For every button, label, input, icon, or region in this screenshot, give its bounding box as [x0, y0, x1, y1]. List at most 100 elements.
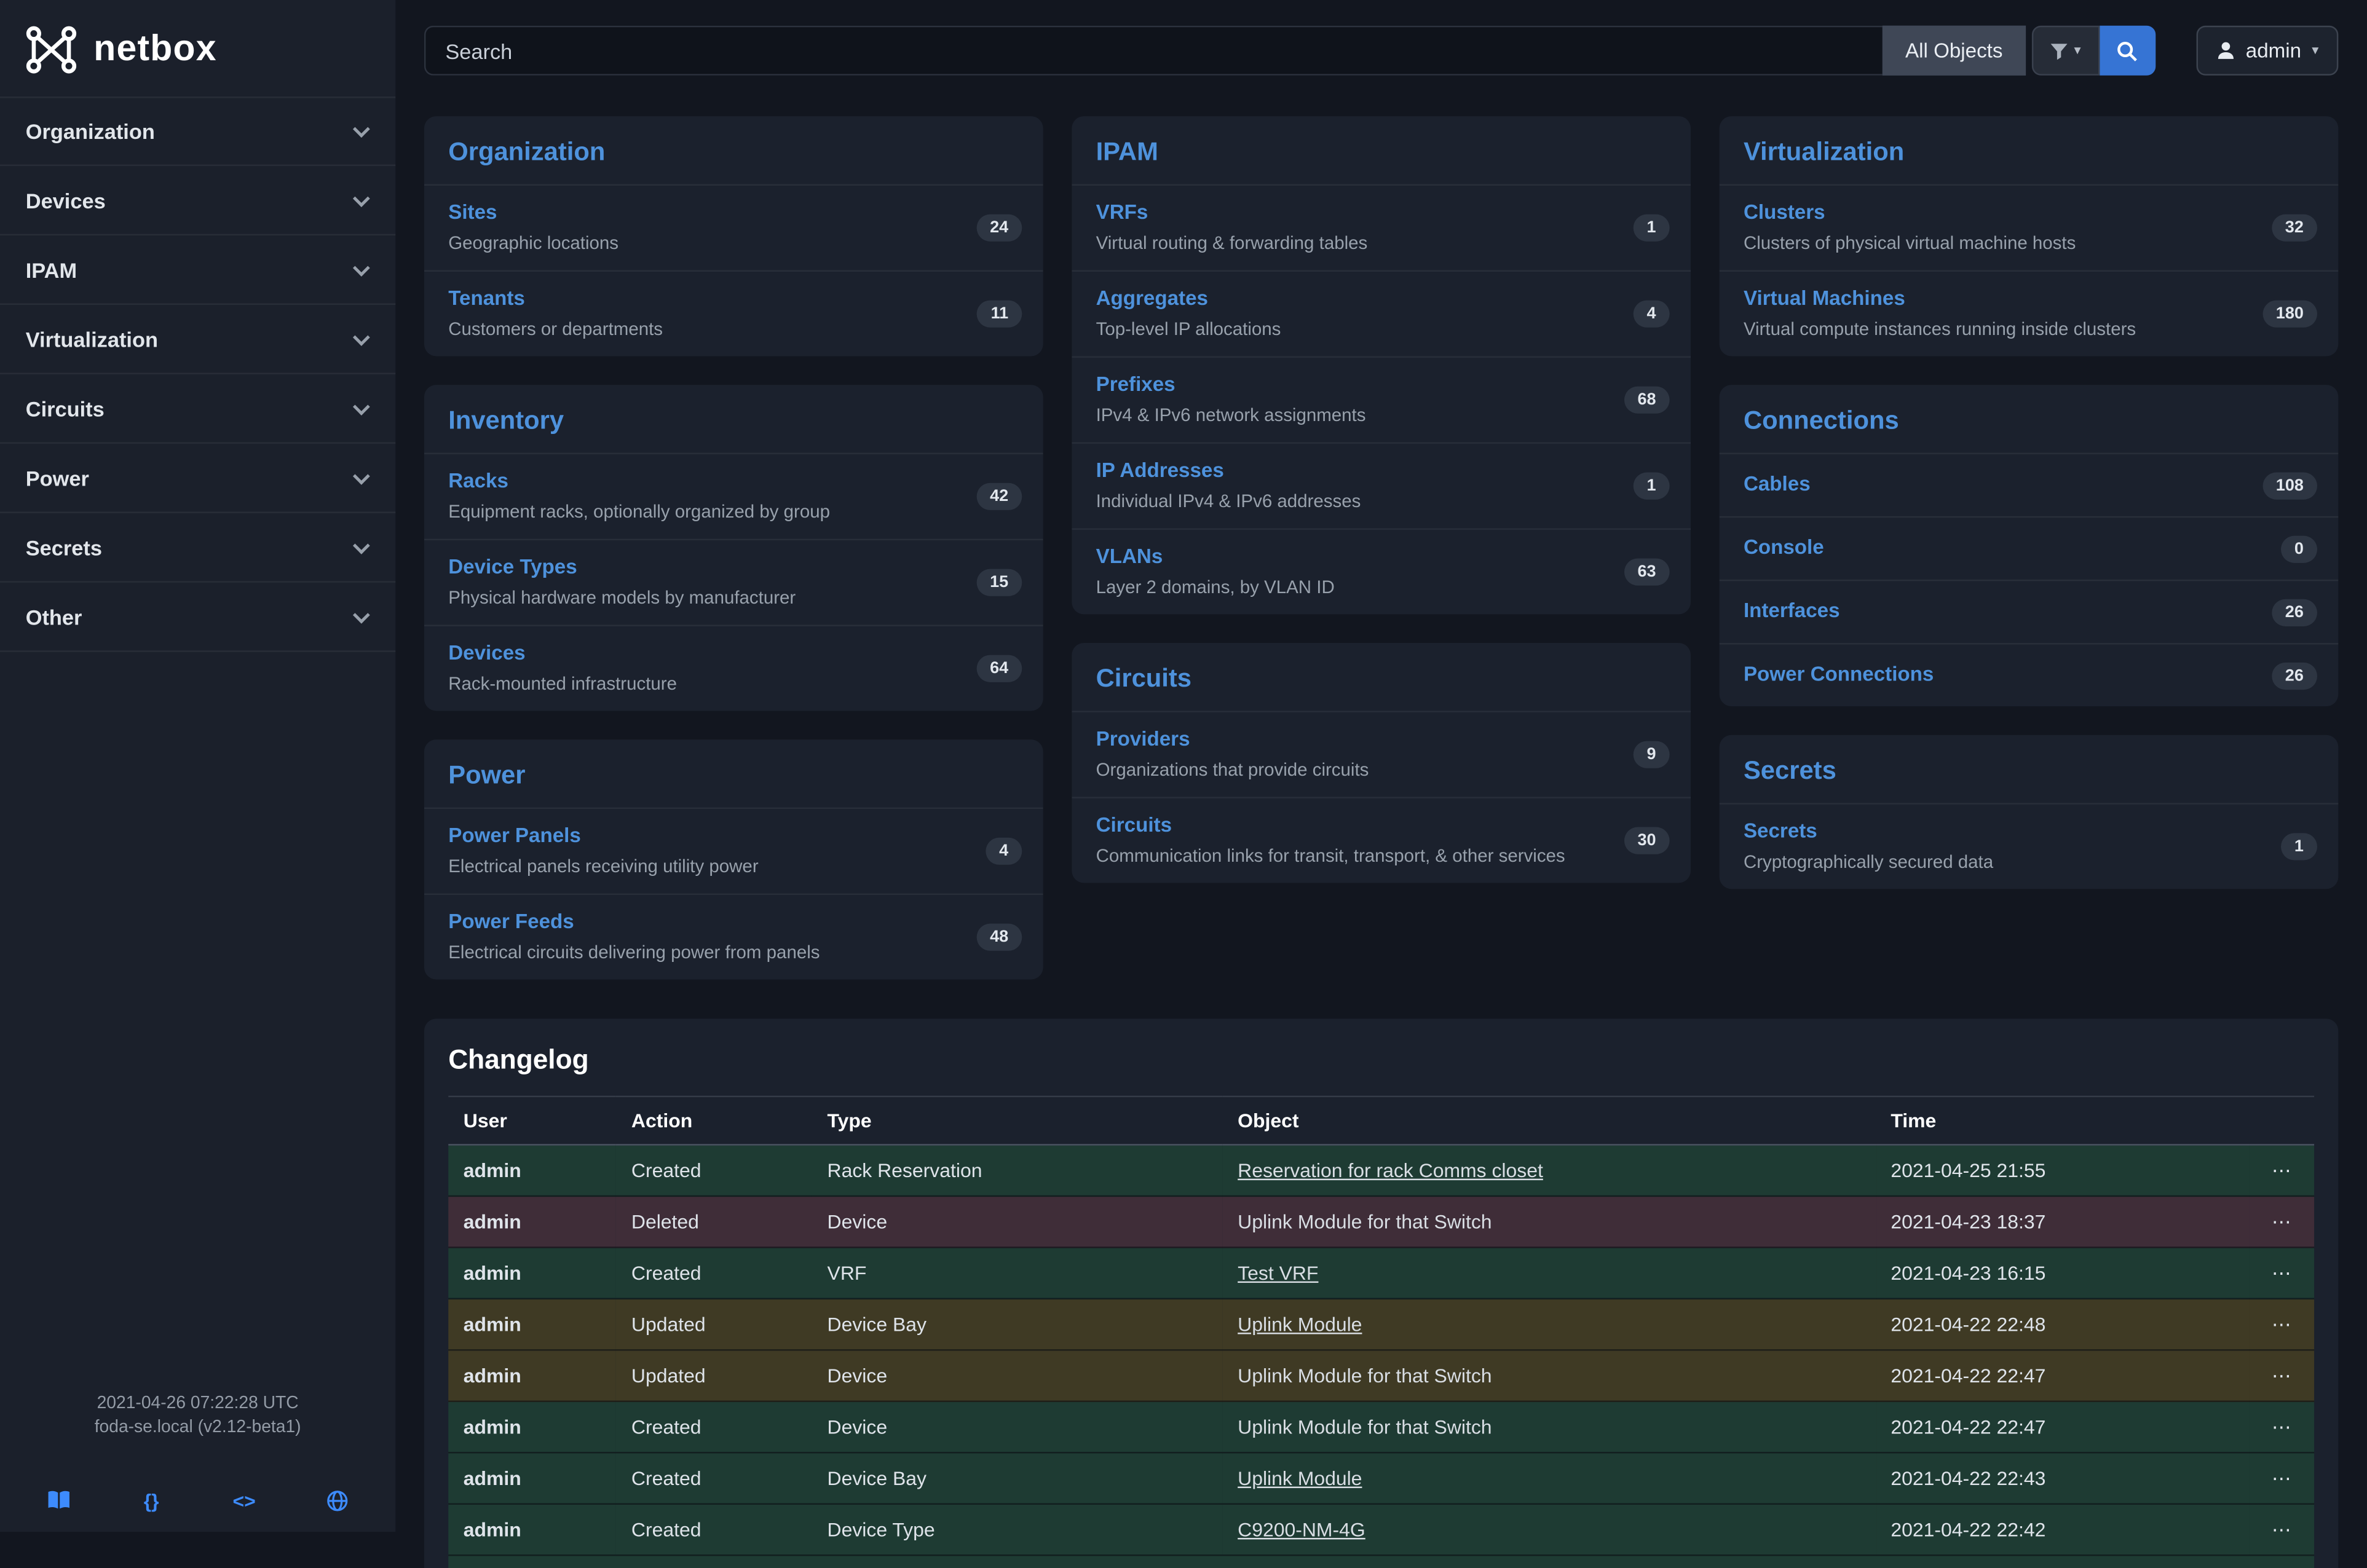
count-badge[interactable]: 0: [2280, 535, 2317, 562]
dashboard-link-vrfs[interactable]: VRFs Virtual routing & forwarding tables…: [1072, 184, 1691, 270]
item-title[interactable]: Cables: [1743, 472, 1811, 495]
object-link[interactable]: Uplink Module: [1238, 1313, 1362, 1336]
docs-book-icon[interactable]: [38, 1487, 80, 1514]
sidebar-item-devices[interactable]: Devices: [0, 166, 396, 236]
count-badge[interactable]: 26: [2271, 598, 2317, 626]
count-badge[interactable]: 64: [976, 655, 1022, 682]
item-title[interactable]: Sites: [448, 200, 497, 224]
dashboard-link-sites[interactable]: Sites Geographic locations 24: [424, 184, 1043, 270]
item-title[interactable]: Aggregates: [1096, 286, 1208, 310]
row-menu-button[interactable]: ⋯: [2248, 1503, 2315, 1556]
row-menu-button[interactable]: ⋯: [2248, 1247, 2315, 1300]
card-title-circuits[interactable]: Circuits: [1096, 664, 1192, 693]
count-badge[interactable]: 1: [2280, 833, 2317, 861]
card-title-power[interactable]: Power: [448, 760, 526, 790]
sidebar-item-circuits[interactable]: Circuits: [0, 374, 396, 444]
row-menu-button[interactable]: ⋯: [2248, 1350, 2315, 1403]
source-code-icon[interactable]: <>: [232, 1489, 256, 1512]
count-badge[interactable]: 11: [977, 300, 1022, 328]
item-title[interactable]: Circuits: [1096, 813, 1172, 837]
sidebar-item-organization[interactable]: Organization: [0, 97, 396, 167]
dashboard-link-console[interactable]: Console 0: [1719, 516, 2339, 580]
count-badge[interactable]: 4: [1633, 300, 1670, 328]
sidebar-item-ipam[interactable]: IPAM: [0, 235, 396, 305]
search-input[interactable]: [424, 25, 1883, 76]
count-badge[interactable]: 24: [976, 214, 1022, 242]
search-submit-button[interactable]: [2099, 25, 2156, 76]
dashboard-link-ip-addresses[interactable]: IP Addresses Individual IPv4 & IPv6 addr…: [1072, 442, 1691, 528]
dashboard-link-providers[interactable]: Providers Organizations that provide cir…: [1072, 711, 1691, 797]
row-menu-button[interactable]: ⋯: [2248, 1401, 2315, 1454]
card-title-virtualization[interactable]: Virtualization: [1743, 137, 1905, 167]
count-badge[interactable]: 32: [2271, 214, 2317, 242]
item-title[interactable]: Power Panels: [448, 824, 581, 847]
rest-api-braces-icon[interactable]: {}: [143, 1489, 159, 1512]
card-title-ipam[interactable]: IPAM: [1096, 137, 1158, 167]
dashboard-link-clusters[interactable]: Clusters Clusters of physical virtual ma…: [1719, 184, 2339, 270]
dashboard-link-secrets[interactable]: Secrets Cryptographically secured data 1: [1719, 803, 2339, 889]
count-badge[interactable]: 1: [1633, 472, 1670, 500]
object-link[interactable]: C9200-NM-4G: [1238, 1518, 1365, 1541]
count-badge[interactable]: 42: [976, 483, 1022, 510]
count-badge[interactable]: 108: [2262, 471, 2317, 499]
item-title[interactable]: Tenants: [448, 286, 525, 310]
community-globe-icon[interactable]: [316, 1487, 358, 1514]
item-title[interactable]: Device Types: [448, 555, 577, 578]
count-badge[interactable]: 1: [1633, 214, 1670, 242]
count-badge[interactable]: 15: [976, 569, 1022, 596]
count-badge[interactable]: 180: [2262, 300, 2317, 328]
item-title[interactable]: Virtual Machines: [1743, 286, 1905, 310]
dashboard-link-vlans[interactable]: VLANs Layer 2 domains, by VLAN ID 63: [1072, 528, 1691, 614]
count-badge[interactable]: 26: [2271, 661, 2317, 689]
count-badge[interactable]: 4: [986, 837, 1022, 865]
count-badge[interactable]: 9: [1633, 741, 1670, 768]
count-badge[interactable]: 68: [1624, 386, 1670, 414]
search-scope-button[interactable]: All Objects: [1883, 25, 2026, 76]
brand-logo[interactable]: netbox: [0, 0, 395, 97]
sidebar-item-secrets[interactable]: Secrets: [0, 513, 396, 583]
search-filter-button[interactable]: ▾: [2031, 25, 2100, 76]
object-link[interactable]: Reservation for rack Comms closet: [1238, 1159, 1543, 1182]
item-title[interactable]: VRFs: [1096, 200, 1148, 224]
dashboard-link-tenants[interactable]: Tenants Customers or departments 11: [424, 270, 1043, 357]
dashboard-link-racks[interactable]: Racks Equipment racks, optionally organi…: [424, 452, 1043, 539]
object-link[interactable]: Test VRF: [1238, 1261, 1319, 1285]
item-title[interactable]: Power Connections: [1743, 662, 1934, 685]
item-title[interactable]: Racks: [448, 469, 508, 492]
dashboard-link-power-panels[interactable]: Power Panels Electrical panels receiving…: [424, 807, 1043, 894]
count-badge[interactable]: 63: [1624, 558, 1670, 586]
item-title[interactable]: Clusters: [1743, 200, 1825, 224]
dashboard-link-devices[interactable]: Devices Rack-mounted infrastructure 64: [424, 624, 1043, 711]
row-menu-button[interactable]: ⋯: [2248, 1196, 2315, 1248]
count-badge[interactable]: 48: [976, 923, 1022, 951]
item-title[interactable]: Prefixes: [1096, 372, 1176, 396]
dashboard-link-cables[interactable]: Cables 108: [1719, 452, 2339, 516]
dashboard-link-device-types[interactable]: Device Types Physical hardware models by…: [424, 538, 1043, 625]
dashboard-link-interfaces[interactable]: Interfaces 26: [1719, 579, 2339, 643]
card-title-inventory[interactable]: Inventory: [448, 406, 564, 435]
user-menu-button[interactable]: admin ▾: [2195, 25, 2339, 76]
sidebar-item-virtualization[interactable]: Virtualization: [0, 305, 396, 374]
object-link[interactable]: Uplink Module: [1238, 1467, 1362, 1490]
item-title[interactable]: Power Feeds: [448, 910, 574, 933]
item-title[interactable]: VLANs: [1096, 545, 1163, 568]
count-badge[interactable]: 30: [1624, 827, 1670, 854]
item-title[interactable]: Secrets: [1743, 819, 1817, 843]
item-title[interactable]: Devices: [448, 641, 526, 664]
card-title-secrets[interactable]: Secrets: [1743, 756, 1836, 785]
dashboard-link-circuits[interactable]: Circuits Communication links for transit…: [1072, 797, 1691, 883]
dashboard-link-power-feeds[interactable]: Power Feeds Electrical circuits deliveri…: [424, 893, 1043, 980]
item-title[interactable]: Console: [1743, 535, 1824, 559]
card-title-organization[interactable]: Organization: [448, 137, 606, 167]
row-menu-button[interactable]: ⋯: [2248, 1144, 2315, 1197]
item-title[interactable]: Interfaces: [1743, 599, 1840, 622]
card-title-connections[interactable]: Connections: [1743, 406, 1899, 435]
dashboard-link-virtual-machines[interactable]: Virtual Machines Virtual compute instanc…: [1719, 270, 2339, 357]
dashboard-link-aggregates[interactable]: Aggregates Top-level IP allocations 4: [1072, 270, 1691, 357]
item-title[interactable]: IP Addresses: [1096, 459, 1224, 482]
sidebar-item-power[interactable]: Power: [0, 444, 396, 513]
sidebar-item-other[interactable]: Other: [0, 583, 396, 652]
dashboard-link-prefixes[interactable]: Prefixes IPv4 & IPv6 network assignments…: [1072, 356, 1691, 442]
dashboard-link-power-connections[interactable]: Power Connections 26: [1719, 642, 2339, 706]
item-title[interactable]: Providers: [1096, 727, 1190, 751]
